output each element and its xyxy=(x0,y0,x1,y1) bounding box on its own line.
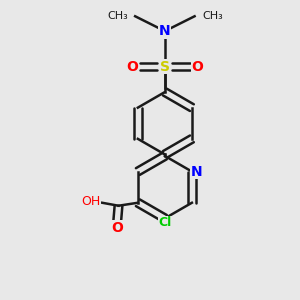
Text: O: O xyxy=(111,221,123,235)
Text: N: N xyxy=(159,24,171,38)
Text: OH: OH xyxy=(81,195,101,208)
Text: CH₃: CH₃ xyxy=(202,11,223,21)
Text: Cl: Cl xyxy=(158,216,172,229)
Text: N: N xyxy=(190,164,202,178)
Text: S: S xyxy=(160,60,170,74)
Text: O: O xyxy=(192,60,203,74)
Text: O: O xyxy=(126,60,138,74)
Text: CH₃: CH₃ xyxy=(107,11,128,21)
